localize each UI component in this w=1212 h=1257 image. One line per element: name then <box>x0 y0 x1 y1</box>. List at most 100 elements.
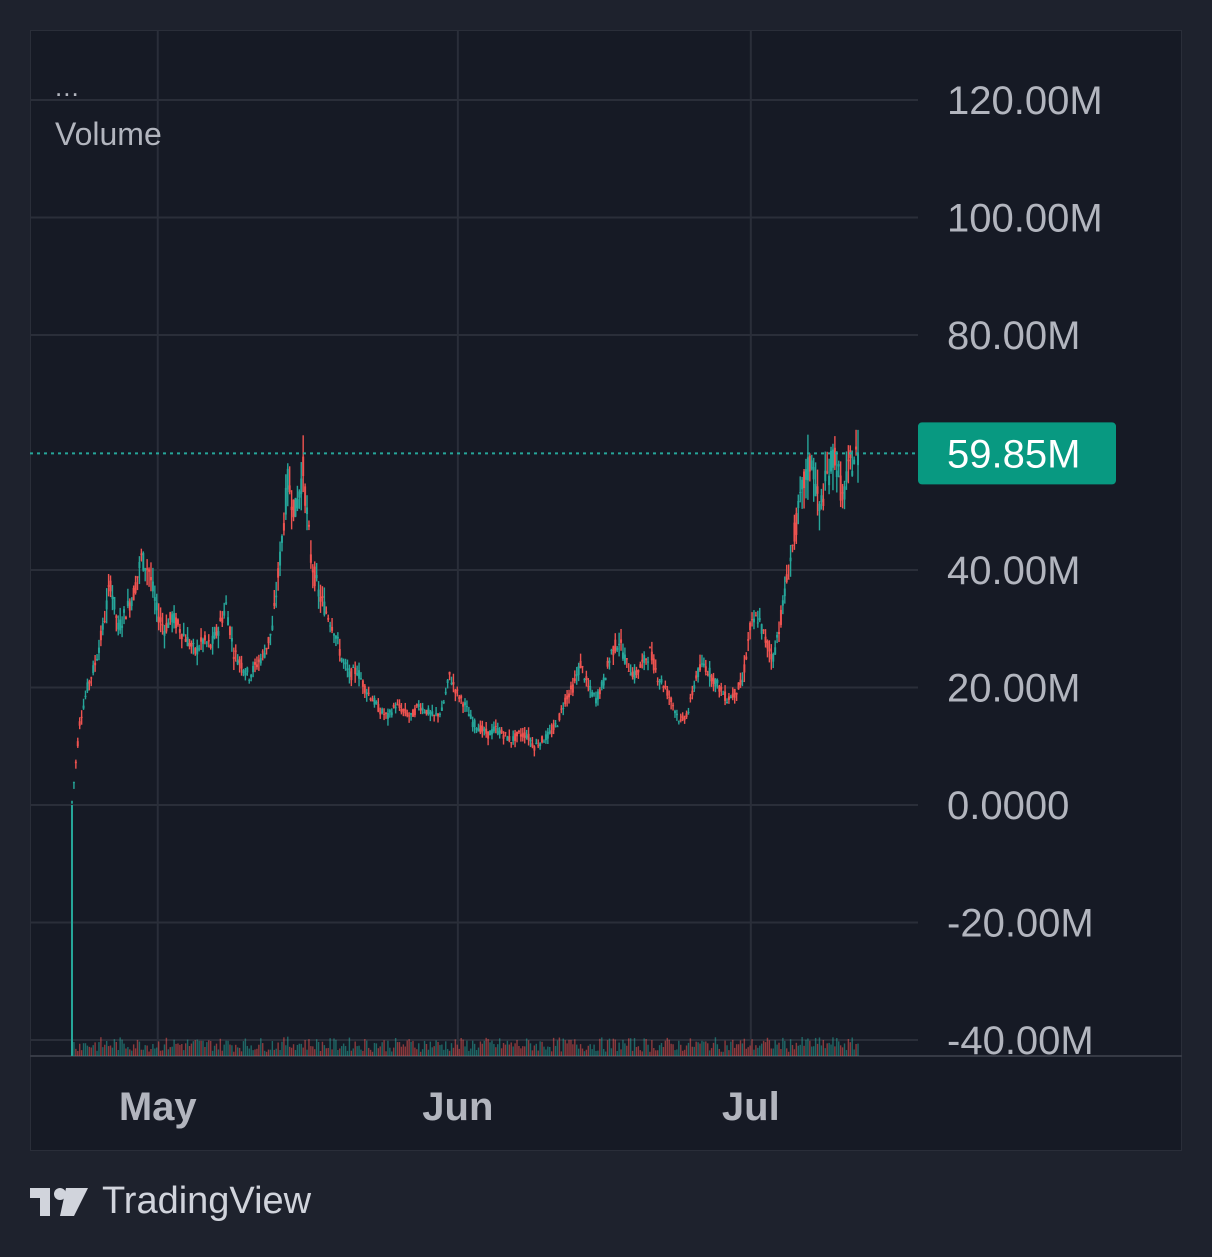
candle-body <box>300 478 303 495</box>
volume-bar <box>275 1048 277 1056</box>
volume-bar <box>111 1047 114 1056</box>
volume-bar <box>566 1043 568 1056</box>
candle-body <box>708 667 711 678</box>
volume-bar <box>271 1041 274 1056</box>
volume-bar <box>832 1037 834 1056</box>
candle-body <box>516 731 519 737</box>
volume-bar <box>304 1039 306 1056</box>
candle-body <box>227 617 230 626</box>
volume-bar <box>782 1037 784 1056</box>
volume-bar <box>635 1047 638 1056</box>
volume-bar <box>689 1038 692 1056</box>
volume-bar <box>175 1043 177 1056</box>
volume-bar <box>456 1044 458 1056</box>
volume-bar <box>323 1045 326 1056</box>
candle-body <box>356 673 359 675</box>
volume-bar <box>493 1043 495 1056</box>
volume-bar <box>691 1046 694 1056</box>
candle-body <box>221 617 224 623</box>
candle-body <box>171 614 174 623</box>
candle-body <box>82 705 85 709</box>
volume-bar <box>132 1044 135 1056</box>
volume-bar <box>196 1039 198 1056</box>
volume-bar <box>267 1049 270 1056</box>
candle-body <box>473 720 476 727</box>
volume-bar <box>764 1042 767 1056</box>
volume-bar <box>562 1038 564 1056</box>
candle-body <box>192 643 195 645</box>
volume-bar <box>125 1048 127 1056</box>
volume-bar <box>90 1047 92 1056</box>
candle-body <box>153 597 156 601</box>
legend-title: Volume <box>55 116 162 152</box>
candle-body <box>367 692 370 694</box>
volume-bar <box>786 1048 788 1056</box>
candle-body <box>292 499 295 518</box>
candle-body <box>672 705 675 707</box>
volume-bar <box>712 1042 715 1056</box>
volume-bar <box>113 1039 116 1056</box>
candle-body <box>745 656 748 660</box>
volume-bar <box>838 1041 840 1056</box>
volume-bar <box>737 1044 740 1056</box>
candle-body <box>664 685 667 688</box>
candle-body <box>620 639 623 643</box>
volume-bar <box>221 1050 223 1056</box>
volume-bar <box>418 1043 420 1056</box>
candle-body <box>315 575 318 579</box>
candle-body <box>525 735 528 738</box>
legend-menu-dots[interactable]: ... <box>55 72 80 102</box>
candle-body <box>544 734 547 741</box>
volume-bar <box>100 1037 102 1056</box>
volume-bar <box>678 1040 680 1056</box>
candle-body <box>311 569 314 573</box>
volume-bar <box>816 1043 819 1056</box>
volume-bar <box>468 1050 470 1056</box>
candle-body <box>631 671 634 677</box>
volume-bar <box>780 1048 782 1056</box>
volume-bar <box>730 1041 732 1056</box>
volume-bar <box>695 1041 697 1056</box>
volume-bar <box>419 1051 422 1056</box>
volume-bar <box>123 1043 125 1056</box>
candle-body <box>600 681 603 688</box>
candle-body <box>142 552 145 571</box>
volume-bar <box>354 1041 356 1056</box>
volume-bar <box>188 1046 191 1056</box>
candle-body <box>754 615 757 617</box>
candle-body <box>279 551 282 566</box>
volume-bar <box>183 1050 185 1056</box>
candle-body <box>722 693 725 695</box>
candle-body <box>377 703 380 712</box>
volume-bar <box>581 1048 584 1056</box>
volume-bar <box>841 1047 844 1056</box>
volume-bar <box>410 1041 412 1056</box>
candle-body <box>207 640 210 642</box>
candle-body <box>822 498 825 507</box>
candle-body <box>656 680 659 682</box>
candle-body <box>198 648 201 650</box>
candle-body <box>531 743 534 747</box>
candle-body <box>652 658 655 671</box>
candle-body <box>589 685 592 690</box>
volume-bar <box>643 1038 645 1056</box>
candle-body <box>255 664 258 668</box>
volume-bar <box>732 1039 734 1056</box>
volume-bar <box>668 1039 670 1056</box>
candle-body <box>180 634 183 640</box>
volume-bar <box>161 1050 164 1056</box>
volume-bar <box>749 1045 751 1056</box>
volume-bar <box>747 1047 749 1056</box>
volume-bar <box>699 1043 701 1056</box>
candle-body <box>614 639 617 652</box>
tradingview-logo[interactable]: TradingView <box>30 1180 311 1223</box>
volume-bar <box>348 1037 351 1056</box>
volume-bar <box>288 1046 291 1056</box>
volume-bar <box>138 1041 141 1056</box>
candle-body <box>552 724 555 731</box>
volume-bar <box>146 1045 148 1056</box>
volume-bar <box>622 1039 624 1056</box>
volume-bar <box>423 1040 426 1056</box>
volume-bar <box>144 1045 146 1056</box>
